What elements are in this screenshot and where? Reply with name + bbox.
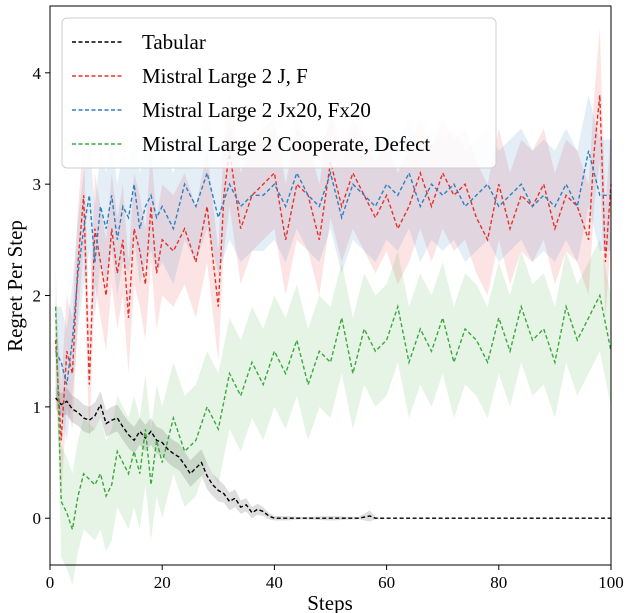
x-tick-label: 0 xyxy=(46,573,55,592)
y-axis-label: Regret Per Step xyxy=(3,220,27,352)
legend-label-mistral-large-2-cooperate-defect: Mistral Large 2 Cooperate, Defect xyxy=(142,132,430,156)
legend-label-mistral-large-2-jx20-fx20: Mistral Large 2 Jx20, Fx20 xyxy=(142,98,371,122)
legend-box xyxy=(61,17,497,169)
y-tick-label: 1 xyxy=(33,398,42,417)
y-tick-label: 0 xyxy=(33,509,42,528)
series-line-mistral-large-2-j-f xyxy=(54,95,612,441)
band-mistral-large-2-jx20-fx20 xyxy=(55,95,612,441)
plot-frame xyxy=(49,5,612,566)
series-line-mistral-large-2-cooperate-defect xyxy=(54,293,612,530)
band-tabular xyxy=(55,386,612,522)
legend: Tabular Mistral Large 2 J, F Mistral Large… xyxy=(61,17,497,169)
series-lines xyxy=(54,95,612,530)
band-mistral-large-2-cooperate-defect xyxy=(55,239,612,586)
x-tick-label: 80 xyxy=(490,573,507,592)
legend-label-mistral-large-2-j-f: Mistral Large 2 J, F xyxy=(142,64,308,88)
x-tick-label: 100 xyxy=(598,573,624,592)
x-axis-ticks: 0 20 40 60 80 100 xyxy=(46,565,624,592)
y-tick-label: 4 xyxy=(33,64,42,83)
y-tick-label: 3 xyxy=(33,175,42,194)
series-line-tabular xyxy=(55,397,611,519)
x-tick-label: 40 xyxy=(266,573,283,592)
legend-label-tabular: Tabular xyxy=(142,30,206,54)
x-axis-label: Steps xyxy=(307,591,353,613)
y-axis-ticks: 0 1 2 3 4 xyxy=(33,64,50,528)
series-line-mistral-large-2-jx20-fx20 xyxy=(54,150,611,385)
x-tick-label: 20 xyxy=(154,573,171,592)
x-tick-label: 60 xyxy=(378,573,395,592)
y-tick-label: 2 xyxy=(33,287,42,306)
